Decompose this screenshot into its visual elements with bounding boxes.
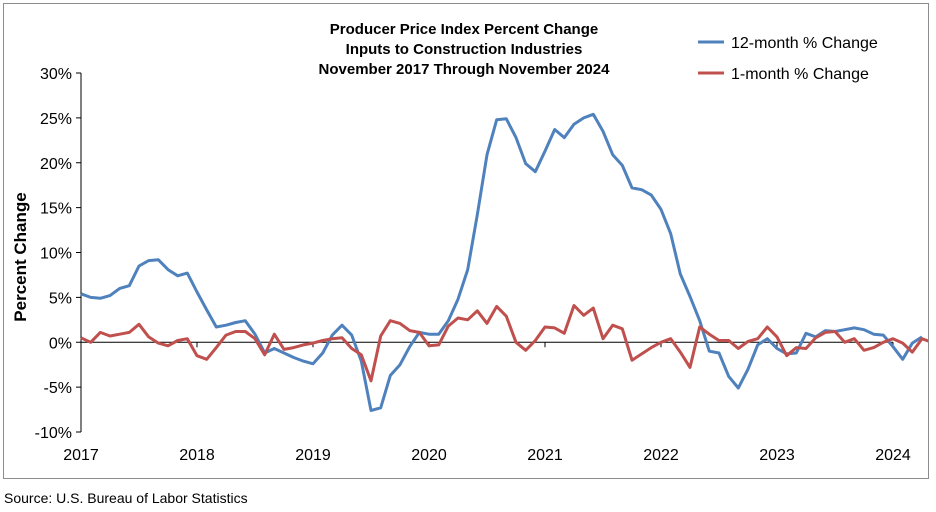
x-tick-label: 2017 bbox=[63, 447, 99, 464]
legend: 12-month % Change 1-month % Change bbox=[698, 35, 878, 83]
legend-label-1-month: 1-month % Change bbox=[731, 66, 869, 83]
y-tick-label: 25% bbox=[40, 111, 72, 128]
x-tick-label: 2024 bbox=[875, 447, 911, 464]
x-axis-ticks: 2017 2018 2019 2020 2021 2022 2023 2024 bbox=[63, 342, 911, 464]
y-tick-label: -5% bbox=[44, 380, 72, 397]
title-line-2: Inputs to Construction Industries bbox=[346, 41, 583, 58]
x-tick-label: 2021 bbox=[527, 447, 563, 464]
chart-svg: Producer Price Index Percent Change Inpu… bbox=[11, 21, 933, 464]
x-tick-label: 2018 bbox=[179, 447, 215, 464]
title-line-1: Producer Price Index Percent Change bbox=[330, 21, 598, 38]
chart-frame: Producer Price Index Percent Change Inpu… bbox=[3, 3, 933, 479]
x-tick-label: 2020 bbox=[411, 447, 447, 464]
x-tick-label: 2019 bbox=[295, 447, 331, 464]
legend-label-12-month: 12-month % Change bbox=[731, 35, 878, 52]
y-tick-label: 10% bbox=[40, 246, 72, 263]
series-line-12-month bbox=[80, 112, 923, 412]
series-line-1-month bbox=[80, 304, 933, 383]
chart-title: Producer Price Index Percent Change Inpu… bbox=[319, 21, 611, 78]
y-tick-label: 5% bbox=[49, 290, 72, 307]
y-tick-label: 0% bbox=[49, 335, 72, 352]
y-tick-label: 30% bbox=[40, 66, 72, 83]
source-note: Source: U.S. Bureau of Labor Statistics bbox=[4, 490, 248, 506]
x-tick-label: 2022 bbox=[643, 447, 679, 464]
y-tick-label: -10% bbox=[35, 425, 72, 442]
y-tick-label: 20% bbox=[40, 156, 72, 173]
title-line-3: November 2017 Through November 2024 bbox=[319, 61, 611, 78]
y-axis-label: Percent Change bbox=[11, 192, 30, 321]
series-group bbox=[80, 112, 933, 412]
x-tick-label: 2023 bbox=[759, 447, 795, 464]
y-axis-ticks: 30% 25% 20% 15% 10% 5% 0% -5% -10% bbox=[35, 66, 81, 442]
y-tick-label: 15% bbox=[40, 201, 72, 218]
